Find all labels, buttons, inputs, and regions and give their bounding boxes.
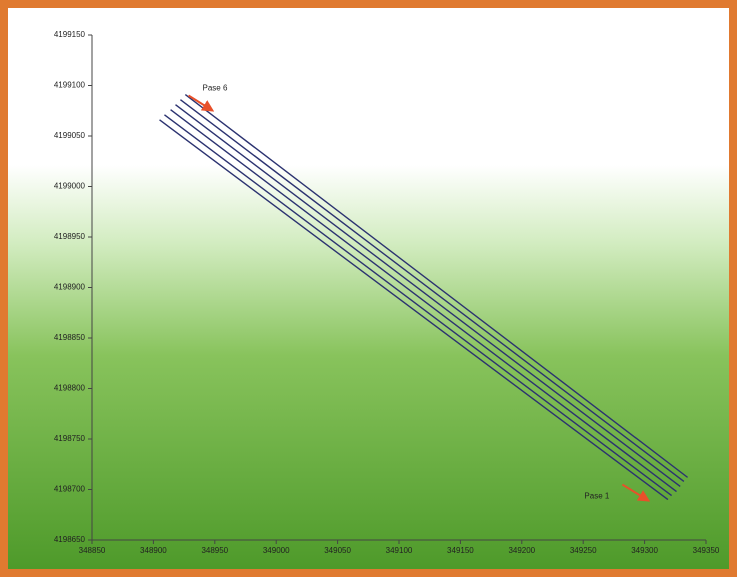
x-tick-label: 348950 <box>201 546 228 555</box>
series-line <box>164 114 673 497</box>
x-tick-label: 348900 <box>140 546 167 555</box>
y-tick-label: 4199100 <box>54 81 86 90</box>
annotation-arrow <box>187 94 215 112</box>
y-tick-label: 4198800 <box>54 384 86 393</box>
x-tick-label: 349050 <box>324 546 351 555</box>
x-tick-label: 349300 <box>631 546 658 555</box>
x-tick-label: 349000 <box>263 546 290 555</box>
annotation: Pase 1 <box>584 492 609 501</box>
y-tick-label: 4198750 <box>54 434 86 443</box>
y-tick-label: 4198700 <box>54 485 86 494</box>
y-tick-label: 4199050 <box>54 131 86 140</box>
annotation-arrow <box>621 483 651 502</box>
y-tick-label: 4198650 <box>54 535 86 544</box>
series-line <box>170 109 677 493</box>
y-tick-label: 4198950 <box>54 232 86 241</box>
y-tick-label: 4198900 <box>54 283 86 292</box>
series-line <box>175 104 681 488</box>
series-line <box>184 94 689 478</box>
x-tick-label: 349100 <box>386 546 413 555</box>
x-tick-label: 349200 <box>508 546 535 555</box>
x-tick-label: 349250 <box>570 546 597 555</box>
series-line <box>159 119 669 501</box>
series-line <box>179 99 685 482</box>
x-tick-label: 349350 <box>693 546 720 555</box>
x-tick-label: 349150 <box>447 546 474 555</box>
annotation: Pase 6 <box>203 84 228 93</box>
y-tick-label: 4199150 <box>54 30 86 39</box>
x-tick-label: 348850 <box>79 546 106 555</box>
y-tick-label: 4199000 <box>54 182 86 191</box>
plot: 4198650 4198700 4198750 4198800 4198850 41989… <box>54 30 720 555</box>
chart-background <box>8 8 729 569</box>
y-tick-label: 4198850 <box>54 333 86 342</box>
